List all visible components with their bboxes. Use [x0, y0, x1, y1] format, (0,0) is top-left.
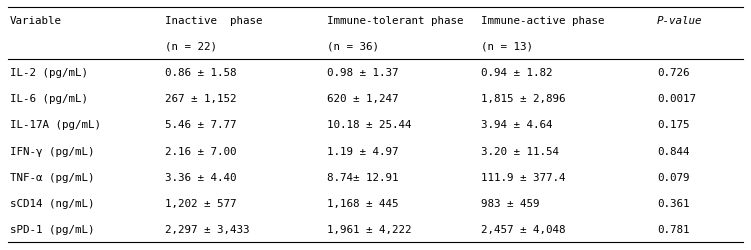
Text: 2,457 ± 4,048: 2,457 ± 4,048	[481, 224, 566, 234]
Text: 10.18 ± 25.44: 10.18 ± 25.44	[327, 120, 412, 130]
Text: 8.74± 12.91: 8.74± 12.91	[327, 172, 398, 182]
Text: 0.86 ± 1.58: 0.86 ± 1.58	[165, 68, 237, 78]
Text: 267 ± 1,152: 267 ± 1,152	[165, 94, 237, 104]
Text: 1.19 ± 4.97: 1.19 ± 4.97	[327, 146, 398, 156]
Text: 0.079: 0.079	[657, 172, 689, 182]
Text: sCD14 (ng/mL): sCD14 (ng/mL)	[10, 198, 95, 208]
Text: TNF-α (pg/mL): TNF-α (pg/mL)	[10, 172, 95, 182]
Text: 5.46 ± 7.77: 5.46 ± 7.77	[165, 120, 237, 130]
Text: 3.36 ± 4.40: 3.36 ± 4.40	[165, 172, 237, 182]
Text: 3.94 ± 4.64: 3.94 ± 4.64	[481, 120, 552, 130]
Text: 983 ± 459: 983 ± 459	[481, 198, 539, 208]
Text: 111.9 ± 377.4: 111.9 ± 377.4	[481, 172, 566, 182]
Text: IL-2 (pg/mL): IL-2 (pg/mL)	[10, 68, 88, 78]
Text: P-value: P-value	[657, 16, 703, 26]
Text: Immune-tolerant phase: Immune-tolerant phase	[327, 16, 463, 26]
Text: 0.844: 0.844	[657, 146, 689, 156]
Text: 1,168 ± 445: 1,168 ± 445	[327, 198, 398, 208]
Text: 620 ± 1,247: 620 ± 1,247	[327, 94, 398, 104]
Text: 1,202 ± 577: 1,202 ± 577	[165, 198, 237, 208]
Text: 0.175: 0.175	[657, 120, 689, 130]
Text: (n = 13): (n = 13)	[481, 42, 532, 52]
Text: 2.16 ± 7.00: 2.16 ± 7.00	[165, 146, 237, 156]
Text: 2,297 ± 3,433: 2,297 ± 3,433	[165, 224, 250, 234]
Text: (n = 36): (n = 36)	[327, 42, 379, 52]
Text: 0.98 ± 1.37: 0.98 ± 1.37	[327, 68, 398, 78]
Text: 1,961 ± 4,222: 1,961 ± 4,222	[327, 224, 412, 234]
Text: Variable: Variable	[10, 16, 62, 26]
Text: Immune-active phase: Immune-active phase	[481, 16, 604, 26]
Text: sPD-1 (pg/mL): sPD-1 (pg/mL)	[10, 224, 95, 234]
Text: 0.0017: 0.0017	[657, 94, 696, 104]
Text: IL-6 (pg/mL): IL-6 (pg/mL)	[10, 94, 88, 104]
Text: (n = 22): (n = 22)	[165, 42, 217, 52]
Text: 0.726: 0.726	[657, 68, 689, 78]
Text: 0.781: 0.781	[657, 224, 689, 234]
Text: 3.20 ± 11.54: 3.20 ± 11.54	[481, 146, 559, 156]
Text: 0.94 ± 1.82: 0.94 ± 1.82	[481, 68, 552, 78]
Text: IL-17A (pg/mL): IL-17A (pg/mL)	[10, 120, 101, 130]
Text: 0.361: 0.361	[657, 198, 689, 208]
Text: IFN-γ (pg/mL): IFN-γ (pg/mL)	[10, 146, 95, 156]
Text: 1,815 ± 2,896: 1,815 ± 2,896	[481, 94, 566, 104]
Text: Inactive  phase: Inactive phase	[165, 16, 263, 26]
